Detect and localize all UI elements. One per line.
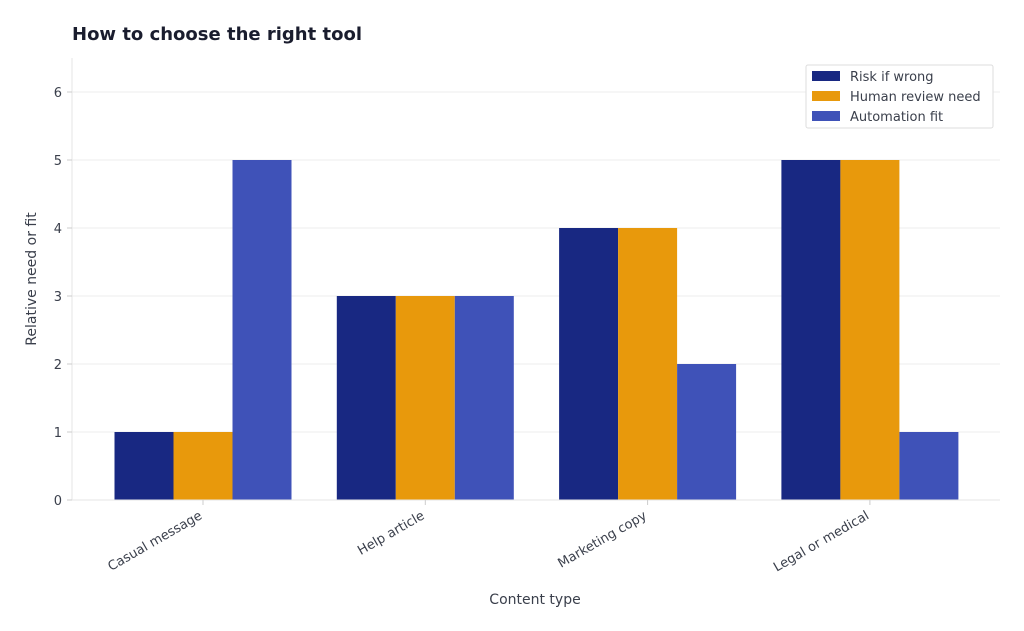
y-tick-label: 6 — [54, 86, 62, 101]
y-axis-label: Relative need or fit — [24, 212, 40, 346]
bar-1-1 — [114, 432, 174, 500]
x-axis-label: Content type — [489, 592, 580, 608]
bar-2-1 — [173, 432, 233, 500]
bar-1-2 — [336, 296, 396, 500]
bar-2-2 — [395, 296, 455, 500]
y-tick-label: 4 — [54, 222, 62, 237]
x-tick-label: Legal or medical — [771, 508, 872, 575]
legend: Risk if wrong Human review need Automation… — [805, 64, 994, 129]
bar-1-3 — [559, 228, 619, 500]
bar-2-3 — [618, 228, 678, 500]
x-tick-label: Marketing copy — [556, 508, 650, 571]
x-tick-label: Help article — [355, 508, 427, 558]
y-tick-labels: 0 1 2 3 4 5 6 — [54, 86, 72, 509]
bar-1-4 — [781, 160, 841, 500]
legend-swatch — [812, 111, 840, 121]
y-tick-label: 5 — [54, 154, 62, 169]
bars — [114, 160, 959, 500]
bar-2-4 — [840, 160, 900, 500]
axes — [71, 58, 1000, 501]
x-tick-label: Casual message — [106, 508, 205, 574]
chart-title: How to choose the right tool — [72, 24, 362, 45]
y-tick-label: 3 — [54, 290, 62, 305]
bar-3-2 — [454, 296, 514, 500]
bar-3-3 — [677, 364, 737, 500]
bar-3-1 — [232, 160, 292, 500]
legend-swatch — [812, 91, 840, 101]
y-tick-label: 2 — [54, 358, 62, 373]
legend-label: Risk if wrong — [850, 70, 934, 85]
bar-3-4 — [899, 432, 959, 500]
y-tick-label: 1 — [54, 426, 62, 441]
legend-box — [805, 64, 994, 129]
legend-swatch — [812, 71, 840, 81]
legend-label: Human review need — [850, 90, 981, 105]
legend-label: Automation fit — [850, 110, 943, 125]
x-tick-labels: Casual message Help article Marketing copy… — [106, 500, 872, 575]
y-tick-label: 0 — [54, 494, 62, 509]
